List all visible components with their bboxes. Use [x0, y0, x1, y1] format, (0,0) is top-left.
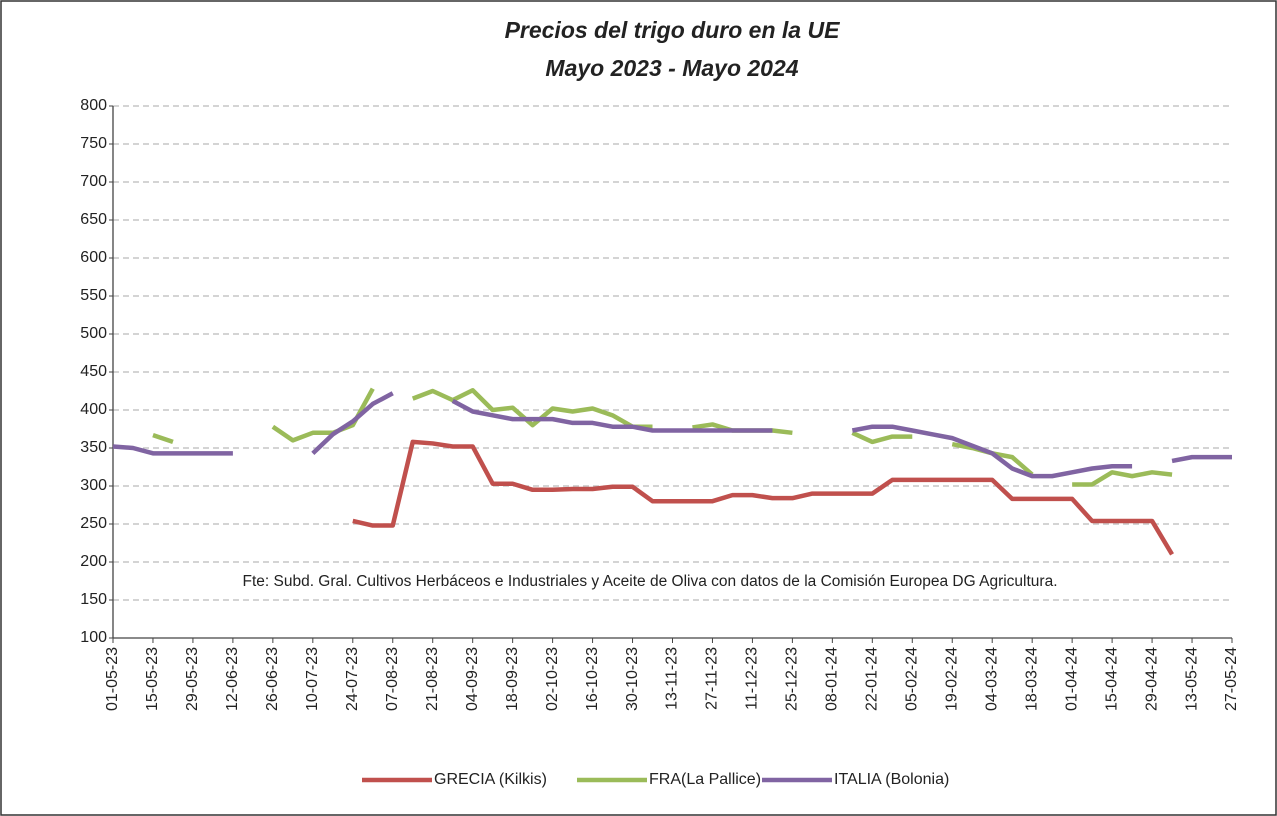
series-line: [112, 391, 1232, 479]
x-tick-label: 22-01-24: [864, 647, 881, 711]
y-tick-label: 750: [80, 135, 107, 152]
y-tick-label: 300: [80, 477, 107, 494]
y-tick-label: 650: [80, 211, 107, 228]
y-tick-label: 250: [80, 515, 107, 532]
x-tick-label: 27-05-24: [1223, 647, 1240, 711]
y-tick-label: 200: [80, 553, 107, 570]
y-tick-label: 100: [80, 629, 107, 646]
x-tick-label: 30-10-23: [624, 647, 641, 711]
y-tick-label: 600: [80, 249, 107, 266]
x-tick-label: 29-05-23: [184, 647, 201, 711]
y-tick-label: 500: [80, 325, 107, 342]
x-tick-label: 01-05-23: [104, 647, 121, 711]
x-tick-label: 13-11-23: [664, 647, 681, 710]
chart-title: Precios del trigo duro en la UE: [505, 17, 841, 43]
x-tick-label: 10-07-23: [304, 647, 321, 711]
x-tick-label: 19-02-24: [943, 647, 960, 711]
x-tick-label: 21-08-23: [424, 647, 441, 711]
y-tick-label: 350: [80, 439, 107, 456]
x-tick-label: 24-07-23: [344, 647, 361, 711]
legend-label: FRA(La Pallice): [649, 771, 761, 788]
x-tick-label: 13-05-24: [1183, 647, 1200, 711]
x-tick-label: 25-12-23: [784, 647, 801, 711]
y-tick-label: 450: [80, 363, 107, 380]
x-tick-label: 27-11-23: [704, 647, 721, 710]
x-tick-label: 02-10-23: [544, 647, 561, 711]
x-tick-label: 12-06-23: [224, 647, 241, 711]
x-tick-label: 07-08-23: [384, 647, 401, 711]
x-tick-label: 11-12-23: [744, 647, 761, 710]
x-tick-label: 29-04-24: [1143, 647, 1160, 711]
x-tick-label: 16-10-23: [584, 647, 601, 711]
x-tick-label: 04-03-24: [983, 647, 1000, 711]
x-tick-label: 01-04-24: [1063, 647, 1080, 711]
legend-label: GRECIA (Kilkis): [434, 771, 547, 788]
x-tick-label: 18-03-24: [1023, 647, 1040, 711]
y-tick-label: 550: [80, 287, 107, 304]
x-tick-label: 15-05-23: [144, 647, 161, 711]
y-tick-label: 800: [80, 97, 107, 114]
series-line: [352, 439, 1174, 556]
y-tick-label: 400: [80, 401, 107, 418]
x-tick-label: 04-09-23: [464, 647, 481, 711]
legend-label: ITALIA (Bolonia): [834, 771, 949, 788]
annotation: Fte: Subd. Gral. Cultivos Herbáceos e In…: [242, 573, 1057, 590]
x-tick-label: 26-06-23: [264, 647, 281, 711]
x-tick-label: 08-01-24: [824, 647, 841, 711]
y-tick-label: 150: [80, 591, 107, 608]
x-tick-label: 18-09-23: [504, 647, 521, 711]
y-tick-label: 700: [80, 173, 107, 190]
chart-subtitle: Mayo 2023 - Mayo 2024: [545, 55, 798, 81]
x-tick-label: 05-02-24: [904, 647, 921, 711]
x-tick-label: 15-04-24: [1103, 647, 1120, 711]
